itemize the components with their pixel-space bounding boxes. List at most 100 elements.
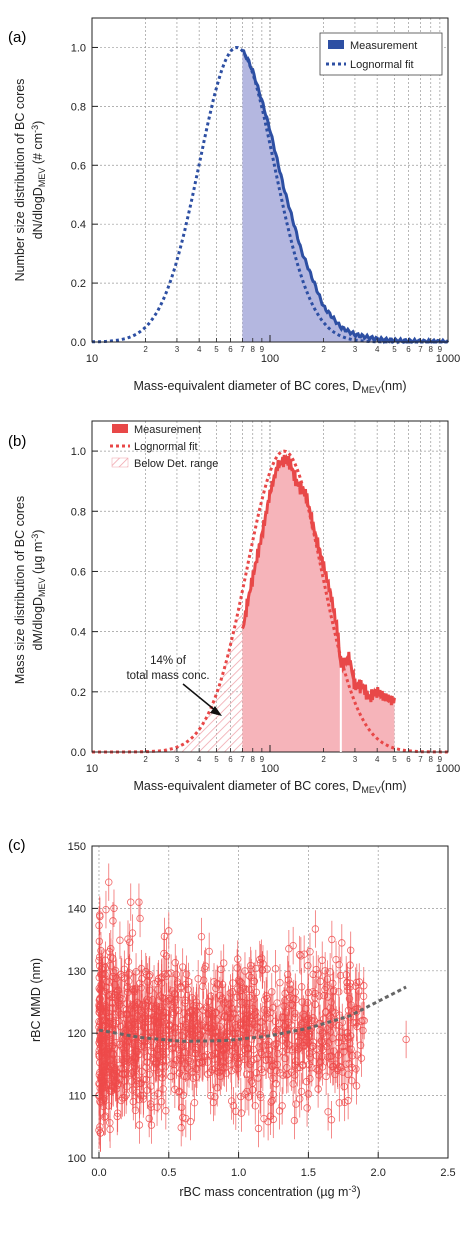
- panel-c-data-point: [227, 1060, 235, 1068]
- panel-c-data-point: [197, 932, 206, 941]
- panel-c-data-point: [262, 992, 270, 1000]
- panel-a-x-minor-tick-label: 6: [406, 345, 411, 354]
- panel-c-data-point: [107, 1025, 116, 1034]
- panel-c-data-point: [196, 1031, 204, 1039]
- panel-c-data-point: [220, 1013, 229, 1021]
- panel-a-y-tick-label: 0.0: [71, 337, 86, 349]
- panel-c-data-point: [194, 1009, 202, 1017]
- panel-c-data-point: [138, 974, 146, 983]
- panel-c-data-point: [138, 1033, 146, 1042]
- panel-c-data-point: [160, 994, 168, 1003]
- panel-c-data-point: [164, 1025, 173, 1033]
- panel-c-data-point: [224, 1000, 233, 1009]
- panel-b-annotation-arrow: [182, 683, 217, 712]
- panel-c-data-point: [182, 970, 191, 978]
- panel-c-data-point: [145, 1114, 153, 1123]
- panel-c-data-point: [282, 1071, 291, 1079]
- panel-a-x-tick-label: 10: [86, 353, 98, 365]
- panel-c-data-point: [304, 1090, 313, 1098]
- panel-c-data-point: [134, 1022, 142, 1031]
- panel-a-y-tick-label: 0.4: [71, 219, 86, 231]
- panel-c-data-point: [287, 1021, 296, 1029]
- panel-c-data-point: [251, 1102, 259, 1110]
- panel-c-data-point: [172, 970, 180, 979]
- panel-c-data-point: [268, 988, 276, 996]
- panel-c-data-point: [207, 992, 215, 1000]
- panel-c-data-point: [359, 992, 368, 1001]
- panel-c-data-point: [171, 1085, 179, 1093]
- panel-c-data-point: [285, 944, 293, 953]
- panel-c-data-point: [256, 1091, 264, 1099]
- panel-c-data-point: [252, 988, 261, 997]
- panel-c-data-point: [266, 1066, 274, 1074]
- panel-c-data-point: [352, 1018, 361, 1027]
- panel-c-data-point: [335, 1099, 344, 1107]
- panel-c-data-point: [110, 904, 118, 912]
- panel-b-annotation-line1: 14% of: [150, 655, 187, 667]
- panel-c-chart: (c) 0.0 0.5 1.0 1.5 2.0 2.5 100 110 120 130 140 150…: [8, 837, 456, 1199]
- panel-c-data-point: [323, 975, 332, 983]
- panel-c-data-point: [291, 988, 299, 996]
- panel-c-data-point: [324, 1108, 332, 1116]
- panel-b-y-tick-label: 1.0: [71, 446, 86, 458]
- panel-b-x-tick-label: 10: [86, 763, 98, 775]
- panel-c-data-point: [100, 1063, 109, 1071]
- panel-c-data-point: [137, 1091, 145, 1100]
- panel-c-data-point: [334, 1038, 343, 1047]
- panel-c-data-point: [333, 1064, 342, 1073]
- panel-a-x-minor-tick-label: 5: [392, 345, 397, 354]
- panel-c-data-point: [359, 1026, 367, 1035]
- panel-c-data-point: [300, 950, 308, 958]
- panel-c-data-point: [110, 981, 119, 989]
- panel-c-data-point: [303, 1104, 311, 1112]
- panel-c-y-axis-label: rBC MMD (nm): [29, 958, 43, 1042]
- panel-c-data-point: [402, 1035, 410, 1044]
- panel-c-letter: (c): [8, 837, 26, 854]
- panel-c-data-point: [212, 984, 220, 993]
- panel-b-y-axis-label-line2: dM/dlogDMEV (µg m-3): [30, 530, 47, 651]
- panel-c-data-point: [133, 1047, 141, 1055]
- panel-b-x-minor-tick-label: 8: [251, 755, 256, 764]
- panel-c-data-point: [263, 965, 271, 973]
- panel-c-data-point: [105, 878, 113, 886]
- panel-c-data-point: [101, 1112, 110, 1120]
- panel-b-x-minor-tick-label: 3: [175, 755, 180, 764]
- panel-c-data-point: [329, 979, 337, 988]
- panel-c-data-point: [203, 1051, 212, 1059]
- panel-c-data-point: [142, 1063, 150, 1071]
- panel-c-data-point: [260, 1006, 268, 1014]
- panel-c-data-point: [117, 1010, 125, 1019]
- panel-c-data-point: [171, 959, 179, 967]
- panel-b-axes: 2 3 4 5 6 7 8 9 2 3 4 5 6 7 8 910 100 10000.00.20.40.60.8…: [71, 446, 461, 775]
- panel-c-data-point: [343, 986, 352, 995]
- panel-c-data-point: [199, 976, 208, 984]
- panel-c-data-point: [324, 1039, 333, 1047]
- panel-b-x-minor-tick-label: 4: [197, 755, 202, 764]
- panel-c-data-point: [135, 1095, 144, 1104]
- panel-a-measurement-line: [241, 48, 450, 345]
- panel-c-data-point: [96, 1000, 104, 1009]
- panel-c-data-point: [283, 1027, 292, 1035]
- panel-c-data-point: [247, 973, 255, 982]
- panel-c-data-point: [107, 1087, 116, 1096]
- panel-c-data-point: [158, 973, 166, 981]
- panel-b-legend-measurement: Measurement: [134, 424, 201, 436]
- panel-c-data-point: [328, 935, 336, 944]
- panel-c-data-point: [128, 929, 137, 937]
- panel-c-data-point: [193, 1065, 201, 1073]
- panel-c-data-point: [237, 1092, 245, 1101]
- panel-a-x-minor-tick-label: 6: [228, 345, 233, 354]
- panel-c-data-point: [257, 1093, 265, 1102]
- panel-c-data-point: [257, 954, 266, 962]
- panel-c-data-point: [237, 978, 245, 986]
- panel-c-data-point: [131, 1106, 140, 1114]
- panel-c-y-tick-label: 150: [68, 841, 86, 853]
- panel-c-data-point: [142, 1001, 150, 1010]
- panel-c-scatter-points: [95, 863, 410, 1152]
- panel-c-data-point: [304, 1014, 313, 1023]
- panel-c-data-point: [294, 1032, 302, 1041]
- panel-c-data-point: [138, 1008, 146, 1017]
- panel-b-y-tick-label: 0.6: [71, 566, 86, 578]
- panel-c-data-point: [331, 1009, 340, 1017]
- panel-c-x-tick-label: 2.5: [440, 1167, 455, 1179]
